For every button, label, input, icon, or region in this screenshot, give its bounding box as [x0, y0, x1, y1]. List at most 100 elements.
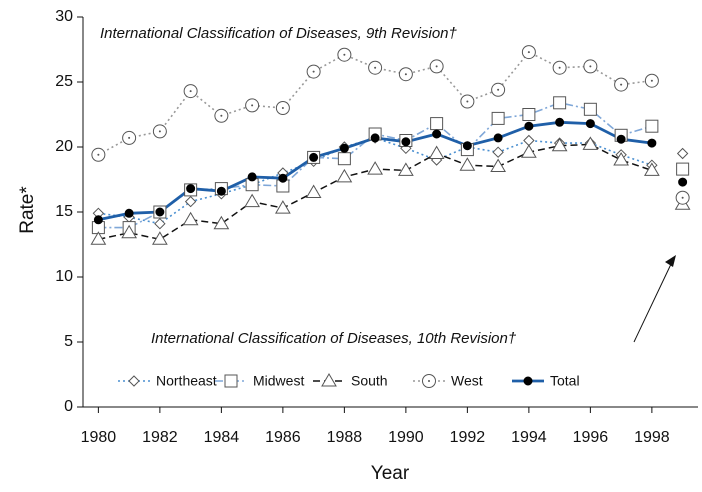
marker	[155, 207, 165, 217]
x-tick-label: 1982	[142, 429, 178, 446]
marker	[244, 193, 260, 208]
marker	[305, 184, 322, 198]
marker-center	[527, 51, 530, 54]
annotation: International Classification of Diseases…	[100, 25, 458, 42]
marker	[278, 173, 288, 183]
marker-center	[466, 100, 469, 103]
legend-label: Midwest	[253, 373, 304, 389]
marker	[184, 195, 197, 208]
x-tick-label: 1998	[634, 429, 670, 446]
marker	[370, 133, 380, 143]
marker-center	[312, 70, 315, 73]
marker-center	[497, 88, 500, 91]
marker	[275, 200, 291, 214]
marker	[124, 208, 134, 218]
marker	[553, 96, 567, 110]
marker	[182, 211, 199, 226]
marker	[398, 162, 414, 176]
marker	[647, 138, 657, 148]
marker	[616, 134, 626, 144]
y-tick-label: 25	[55, 73, 73, 90]
marker	[121, 224, 137, 239]
arrow	[633, 261, 673, 343]
marker	[555, 117, 565, 127]
marker	[676, 147, 689, 160]
legend-label: South	[351, 373, 388, 389]
marker-center	[374, 66, 377, 69]
marker	[583, 102, 597, 116]
arrow-head	[665, 255, 676, 267]
series-line	[98, 137, 653, 225]
marker	[522, 108, 536, 121]
marker-center	[281, 107, 284, 109]
marker	[428, 145, 445, 159]
y-tick-label: 20	[55, 138, 73, 155]
marker	[216, 186, 226, 196]
x-tick-label: 1990	[388, 429, 424, 446]
marker	[309, 152, 319, 162]
marker	[678, 177, 688, 187]
marker	[524, 121, 534, 131]
x-tick-label: 1984	[204, 429, 240, 446]
marker	[432, 129, 442, 139]
x-tick-label: 1986	[265, 429, 301, 446]
marker	[213, 215, 230, 230]
marker	[247, 172, 257, 182]
x-tick-label: 1992	[450, 429, 486, 446]
x-tick-label: 1980	[81, 429, 117, 446]
marker	[644, 162, 660, 176]
marker-center	[650, 79, 653, 82]
marker	[430, 117, 444, 131]
marker-center	[343, 53, 346, 56]
marker	[492, 146, 504, 158]
marker	[401, 137, 411, 147]
marker	[582, 136, 599, 150]
x-tick-label: 1996	[573, 429, 609, 446]
marker	[523, 134, 535, 147]
legend-marker	[224, 374, 238, 388]
legend-marker	[321, 373, 337, 387]
marker	[339, 143, 349, 153]
annotation: International Classification of Diseases…	[151, 330, 517, 347]
x-tick-label: 1988	[327, 429, 363, 446]
legend-label: Northeast	[156, 373, 217, 389]
y-tick-label: 15	[55, 203, 73, 220]
marker	[336, 168, 353, 183]
marker-center	[620, 83, 623, 86]
y-tick-label: 30	[55, 8, 73, 25]
marker	[337, 152, 351, 166]
series-line	[98, 143, 653, 241]
marker	[491, 111, 505, 125]
marker	[459, 157, 476, 171]
marker-center	[251, 104, 254, 107]
marker-center	[404, 73, 407, 76]
marker	[93, 215, 103, 225]
marker	[186, 184, 196, 194]
x-tick-label: 1994	[511, 429, 547, 446]
marker	[613, 152, 629, 166]
marker-center	[158, 130, 161, 133]
marker-center	[128, 136, 131, 139]
marker-center	[220, 114, 223, 117]
marker	[645, 119, 659, 133]
marker-center	[681, 196, 684, 199]
marker	[585, 119, 595, 129]
y-axis-label: Rate*	[17, 186, 38, 234]
y-tick-label: 10	[55, 268, 73, 285]
marker	[152, 231, 168, 245]
marker-center	[428, 380, 430, 382]
marker	[90, 231, 107, 245]
marker-center	[558, 66, 561, 69]
marker	[462, 141, 472, 151]
marker	[551, 137, 568, 152]
marker-center	[97, 153, 100, 156]
marker-center	[589, 65, 592, 68]
marker	[367, 161, 383, 175]
marker	[154, 217, 166, 230]
marker	[493, 133, 503, 143]
marker	[521, 144, 537, 158]
y-tick-label: 5	[64, 333, 73, 350]
legend-marker	[128, 375, 140, 387]
marker	[490, 158, 506, 172]
